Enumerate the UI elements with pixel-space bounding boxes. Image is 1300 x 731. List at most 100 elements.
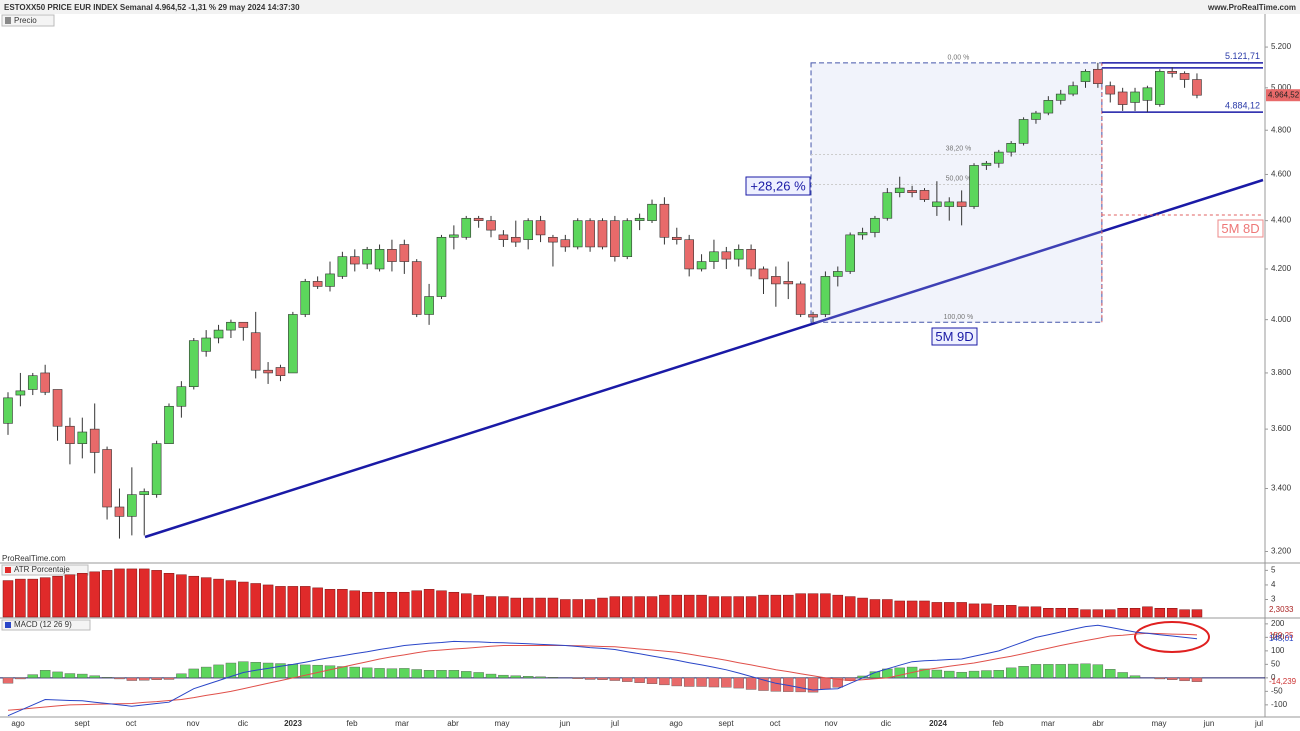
atr-bar: [52, 575, 63, 618]
macd-button[interactable]: [1, 619, 91, 631]
last-price-label: 4.964,52: [1268, 90, 1300, 99]
histogram-bar: [659, 677, 670, 686]
histogram-bar: [1018, 666, 1029, 679]
candle-body: [1018, 119, 1029, 144]
atr-button[interactable]: [1, 564, 89, 576]
histogram-bar: [894, 667, 905, 679]
atr-bar: [473, 594, 484, 618]
atr-bar: [783, 594, 794, 618]
candle-body: [882, 192, 893, 219]
histogram-bar: [1191, 677, 1203, 682]
histogram-bar: [733, 677, 744, 689]
x-tick-label: nov: [187, 719, 200, 728]
histogram-bar: [1067, 663, 1079, 679]
histogram-bar: [411, 669, 422, 679]
candle-body: [510, 236, 521, 243]
histogram-bar: [337, 666, 348, 679]
histogram-bar: [968, 670, 980, 679]
histogram-bar: [89, 675, 100, 679]
candle-body: [1006, 142, 1016, 153]
candle-body: [857, 232, 868, 236]
y-tick-label: 3.600: [1271, 424, 1292, 433]
histogram-bar: [213, 664, 224, 679]
candle-body: [771, 276, 781, 285]
histogram-bar: [535, 676, 546, 679]
atr-bar: [27, 578, 39, 618]
atr-bar: [312, 587, 323, 618]
atr-bar: [250, 583, 261, 618]
histogram-bar: [584, 677, 596, 680]
candle-body: [1142, 87, 1153, 101]
atr-bar: [460, 593, 472, 618]
candle-body: [164, 405, 174, 444]
x-tick-label: mar: [1041, 719, 1055, 728]
y-tick-label: 200: [1271, 619, 1285, 628]
x-tick-label: feb: [992, 719, 1004, 728]
atr-bar: [1005, 605, 1017, 618]
atr-bar: [894, 600, 905, 618]
histogram-bar: [151, 677, 162, 680]
atr-bar: [151, 570, 162, 618]
histogram-bar: [349, 666, 360, 679]
histogram-bar: [200, 666, 212, 679]
histogram-bar: [770, 677, 782, 692]
macd-line: [7, 624, 1198, 717]
y-tick-label: 5.000: [1271, 83, 1292, 92]
x-tick-label: jul: [1254, 719, 1263, 728]
x-tick-label: oct: [126, 719, 137, 728]
candle-body: [1167, 71, 1177, 74]
histogram-bar: [64, 673, 76, 679]
histogram-bar: [795, 677, 806, 693]
candle-body: [1043, 100, 1054, 114]
candle-body: [548, 236, 558, 243]
atr-bar: [200, 577, 212, 618]
atr-bar: [126, 568, 138, 618]
histogram-bar: [944, 670, 955, 679]
candle-body: [808, 314, 818, 318]
histogram-bar: [981, 670, 992, 679]
atr-bar: [510, 597, 522, 618]
candle-body: [610, 220, 620, 257]
atr-bar: [436, 590, 447, 618]
histogram-bar: [807, 677, 819, 693]
candle-body: [114, 506, 125, 517]
histogram-bar: [1166, 677, 1178, 680]
series-button[interactable]: [1, 14, 55, 27]
histogram-bar: [1105, 669, 1116, 679]
level-label: 4.884,12: [1225, 101, 1260, 111]
candle-body: [436, 236, 447, 297]
atr-bar: [721, 596, 732, 618]
macd-last-label: 145,01: [1269, 634, 1294, 643]
atr-bar: [931, 602, 943, 618]
histogram-bar: [1129, 675, 1141, 679]
histogram-bar: [758, 677, 769, 691]
y-tick-label: 0: [1271, 673, 1276, 682]
last-price-box: [1266, 89, 1300, 102]
atr-bar: [597, 597, 608, 618]
histogram-bar: [931, 669, 943, 679]
candle-body: [1031, 112, 1041, 120]
atr-bar: [349, 590, 361, 618]
histogram-bar: [275, 663, 286, 679]
candle-body: [461, 217, 472, 238]
atr-bar: [522, 597, 534, 618]
atr-bar: [423, 589, 435, 618]
candle-body: [572, 220, 583, 248]
candle-body: [1055, 93, 1066, 101]
atr-bar: [1142, 606, 1153, 618]
x-tick-label: oct: [770, 719, 781, 728]
y-tick-label: 4.000: [1271, 315, 1292, 324]
candle-body: [1192, 79, 1202, 96]
candle-body: [696, 261, 707, 270]
atr-bar: [448, 591, 460, 618]
candle-body: [3, 397, 13, 424]
histogram-bar: [27, 674, 38, 679]
histogram-bar: [956, 671, 967, 679]
candle-body: [288, 314, 298, 374]
histogram-bar: [126, 677, 138, 681]
histogram-bar: [448, 670, 460, 679]
histogram-bar: [1117, 672, 1128, 679]
candle-body: [188, 340, 199, 388]
annotation: 5M 8D: [1221, 221, 1259, 236]
atr-bar: [993, 605, 1005, 618]
